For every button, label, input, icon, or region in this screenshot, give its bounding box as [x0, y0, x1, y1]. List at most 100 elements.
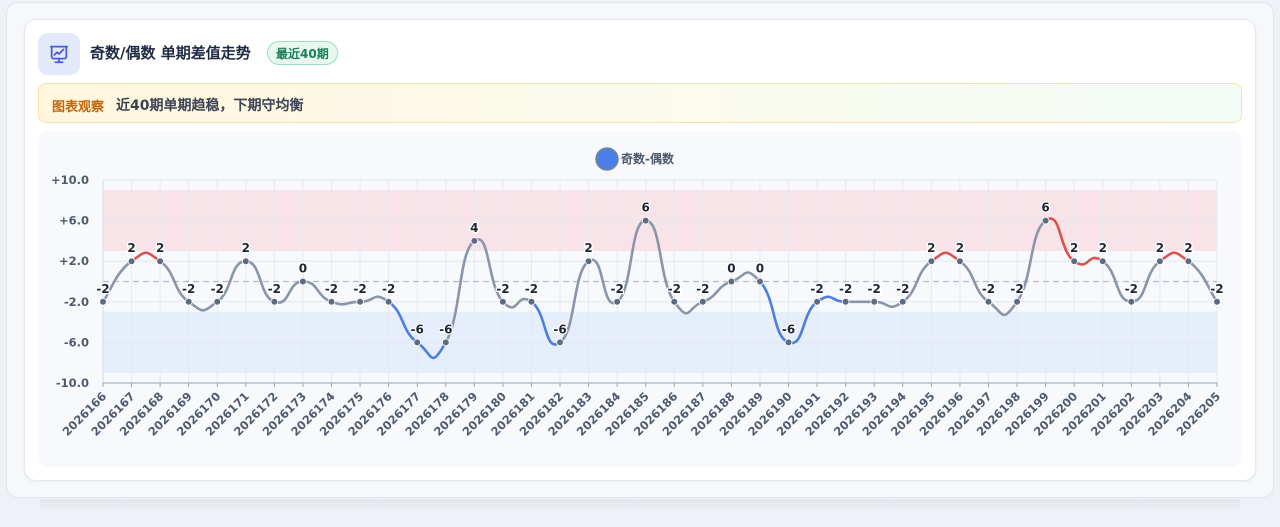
data-point — [584, 257, 593, 265]
data-point — [784, 338, 793, 347]
data-point — [213, 298, 222, 306]
data-label: -2 — [982, 282, 995, 296]
data-label: 6 — [642, 201, 650, 215]
series-segment — [1072, 256, 1105, 266]
data-point — [1184, 257, 1193, 265]
y-tick-label: -2.0 — [64, 295, 89, 309]
data-label: -2 — [1010, 282, 1023, 296]
data-point — [841, 298, 850, 306]
data-point — [156, 257, 164, 265]
data-label: 4 — [470, 221, 478, 235]
data-label: -6 — [411, 322, 424, 336]
series-segment — [187, 300, 219, 312]
data-point — [1070, 257, 1078, 265]
series-segment — [787, 300, 819, 345]
data-label: 2 — [242, 241, 250, 255]
data-label: -2 — [182, 282, 195, 296]
series-segment — [1015, 219, 1047, 304]
data-point — [184, 298, 193, 306]
data-label: 2 — [1070, 241, 1078, 255]
series-segment — [587, 258, 619, 305]
data-point — [299, 277, 307, 286]
data-label: -2 — [325, 282, 338, 296]
data-point — [499, 298, 507, 306]
data-label: -6 — [782, 322, 795, 336]
data-point — [1041, 216, 1050, 225]
data-point — [356, 298, 364, 306]
data-label: 0 — [756, 262, 764, 276]
data-label: -6 — [439, 322, 452, 336]
data-label: 2 — [956, 241, 964, 255]
data-point — [470, 237, 479, 245]
data-label: -2 — [668, 282, 681, 296]
series-segment — [530, 300, 562, 346]
data-point — [727, 277, 736, 286]
series-segment — [558, 259, 590, 344]
observation-tag: 图表观察 — [52, 100, 105, 115]
data-point — [670, 298, 679, 306]
data-label: 2 — [127, 241, 135, 255]
data-point — [641, 216, 650, 225]
data-label: -2 — [382, 282, 395, 296]
data-label: -2 — [353, 282, 366, 296]
series-segment — [215, 259, 248, 304]
data-point — [99, 298, 107, 306]
observation-text: 近40期单期趋稳，下期守均衡 — [116, 98, 304, 114]
data-point — [127, 257, 136, 265]
data-label: 2 — [927, 241, 935, 255]
series-segment — [130, 251, 162, 263]
data-point — [1213, 298, 1221, 306]
series-segment — [672, 300, 705, 315]
page-title: 奇数/偶数 单期差值走势 — [90, 44, 251, 62]
series-segment — [815, 295, 847, 304]
data-point — [413, 338, 422, 347]
data-label: 2 — [156, 241, 164, 255]
data-point — [956, 257, 964, 265]
data-label: 6 — [1041, 201, 1049, 215]
series-segment — [444, 239, 476, 344]
legend-marker — [595, 147, 619, 171]
series-segment — [872, 300, 905, 309]
y-tick-label: +6.0 — [59, 214, 89, 228]
data-point — [1156, 257, 1164, 265]
series-segment — [1130, 259, 1162, 304]
data-point — [527, 298, 536, 306]
series-segment — [387, 300, 419, 344]
data-label: -2 — [96, 282, 109, 296]
data-label: -2 — [896, 282, 909, 296]
data-label: 2 — [1184, 241, 1192, 255]
y-tick-label: +10.0 — [51, 173, 89, 187]
data-point — [870, 298, 879, 306]
data-point — [1098, 257, 1107, 265]
data-point — [699, 298, 707, 306]
data-point — [813, 298, 821, 306]
series-segment — [358, 295, 390, 304]
series-segment — [930, 251, 962, 263]
data-label: -2 — [525, 282, 538, 296]
data-label: 2 — [1099, 241, 1107, 255]
data-point — [327, 298, 336, 306]
data-label: -2 — [839, 282, 852, 296]
series-segment — [615, 219, 648, 304]
data-label: -2 — [1125, 282, 1138, 296]
data-label: -2 — [868, 282, 881, 296]
series-segment — [1044, 217, 1076, 263]
data-label: 2 — [1156, 241, 1164, 255]
series-segment — [244, 259, 276, 304]
y-tick-label: -6.0 — [64, 335, 89, 349]
data-label: -6 — [553, 322, 566, 336]
data-point — [556, 338, 564, 347]
series-segment — [415, 341, 448, 360]
series-segment — [1101, 259, 1133, 304]
data-point — [384, 298, 393, 306]
data-label: 2 — [584, 241, 592, 255]
data-point — [242, 257, 250, 265]
series-segment — [501, 297, 533, 309]
trend-line-chart: +10.0+6.0+2.0-2.0-6.0-10.020261662026167… — [51, 147, 1225, 439]
series-segment — [473, 238, 505, 304]
observation-banner: 图表观察 近40期单期趋稳，下期守均衡 — [38, 83, 1242, 123]
series-segment — [644, 219, 676, 304]
data-label: -2 — [268, 282, 281, 296]
series-segment — [958, 259, 990, 304]
card-shadow — [40, 499, 1240, 513]
